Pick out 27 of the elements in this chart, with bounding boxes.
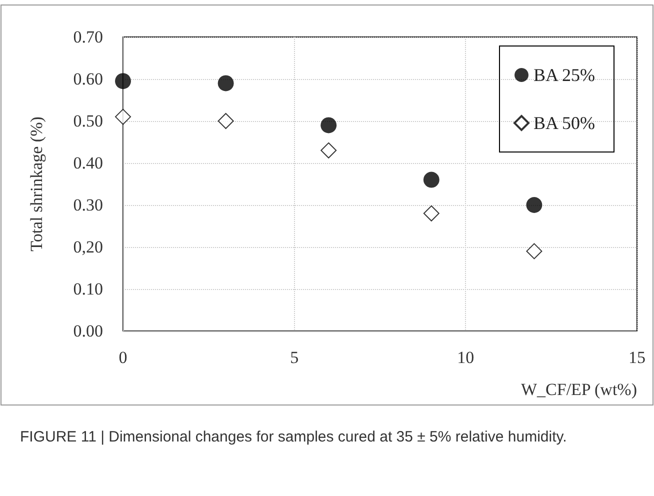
point xyxy=(218,75,234,92)
point xyxy=(526,197,542,213)
y-axis-title: Total shrinkage (%) xyxy=(27,116,46,252)
legend-label: BA 25% xyxy=(534,65,596,85)
point xyxy=(320,117,337,134)
y-tick-label: 0.00 xyxy=(73,322,103,340)
x-tick-label: 5 xyxy=(290,348,299,367)
y-tick-label: 0,20 xyxy=(73,238,103,256)
y-tick-label: 0.30 xyxy=(73,196,103,214)
x-tick-label: 10 xyxy=(457,348,474,367)
x-tick-label: 15 xyxy=(628,348,646,367)
y-tick-label: 0.40 xyxy=(73,154,103,172)
point xyxy=(115,73,131,90)
caption: FIGURE 11 | Dimensional changes for samples cured at 35 ± 5% relative humidity. xyxy=(20,428,567,446)
point xyxy=(218,113,234,129)
point xyxy=(320,142,337,158)
y-tick-label: 0.60 xyxy=(73,70,103,88)
x-tick-label: 0 xyxy=(118,348,128,367)
legend-label: BA 50% xyxy=(534,113,596,133)
y-tick-label: 0.10 xyxy=(73,280,103,298)
y-tick-label: 0.50 xyxy=(73,112,103,130)
point xyxy=(423,172,440,188)
point xyxy=(526,243,542,260)
point xyxy=(423,205,440,222)
y-tick-label: 0.70 xyxy=(73,28,103,46)
point xyxy=(115,108,131,125)
x-axis-title: W_CF/EP (wt%) xyxy=(520,380,637,399)
